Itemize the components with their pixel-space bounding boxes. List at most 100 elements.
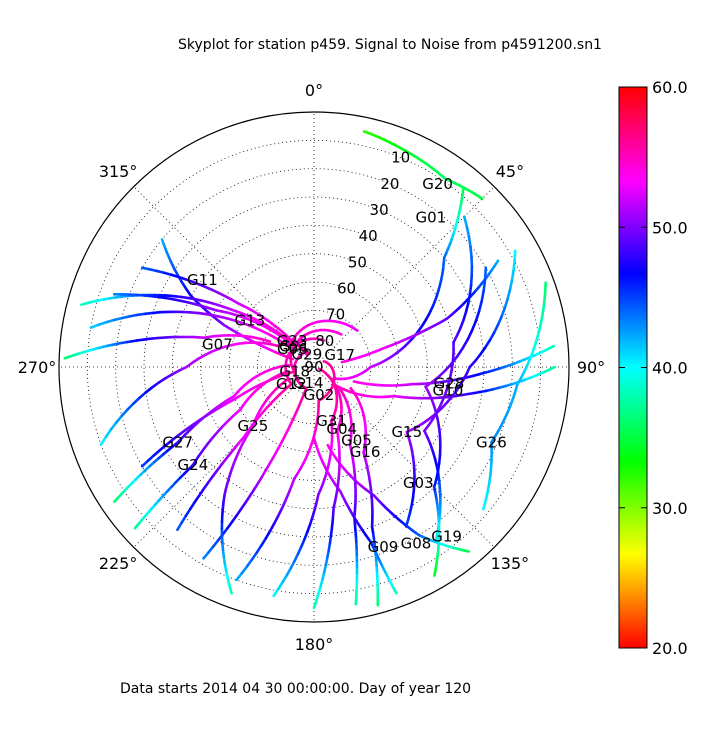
data-start-footer: Data starts 2014 04 30 00:00:00. Day of … — [120, 681, 472, 697]
track-segment — [240, 565, 249, 575]
elevation-tick-label: 10 — [391, 149, 410, 167]
track-segment — [222, 454, 230, 464]
satellite-tracks — [63, 130, 557, 610]
track-segment — [303, 530, 309, 541]
track-segment — [97, 320, 108, 327]
satellite-label: G28 — [434, 375, 465, 393]
track-segment — [350, 325, 359, 332]
track-segment — [126, 402, 135, 411]
satellite-label: G31 — [316, 412, 347, 430]
azimuth-tick-label: 315° — [99, 162, 138, 181]
track-segment — [464, 301, 470, 313]
track-G14 — [202, 350, 308, 560]
track-G26 — [481, 281, 547, 511]
track-segment — [483, 339, 492, 350]
track-G03 — [423, 215, 474, 543]
track-segment — [89, 323, 100, 329]
track-segment — [319, 338, 326, 342]
track-segment — [352, 380, 360, 384]
satellite-label: G19 — [431, 528, 462, 546]
track-segment — [296, 545, 303, 556]
track-segment — [450, 354, 459, 365]
track-segment — [189, 500, 197, 511]
track-segment — [433, 567, 438, 577]
track-segment — [212, 538, 220, 548]
azimuth-gridline — [313, 366, 495, 548]
track-segment — [283, 377, 290, 383]
track-segment — [542, 297, 546, 309]
track-segment — [474, 310, 481, 323]
track-segment — [276, 580, 285, 591]
track-segment — [264, 529, 272, 540]
elevation-tick-label: 70 — [326, 306, 345, 324]
track-segment — [198, 487, 206, 497]
track-segment — [207, 473, 215, 484]
track-segment — [226, 397, 237, 405]
track-segment — [212, 467, 220, 477]
track-segment — [541, 305, 546, 317]
track-segment — [432, 477, 438, 489]
track-segment — [286, 484, 293, 496]
satellite-label: G27 — [162, 434, 193, 452]
track-segment — [467, 235, 472, 249]
track-G24 — [133, 370, 288, 530]
track-G08 — [326, 443, 471, 553]
track-segment — [433, 457, 439, 468]
track-segment — [172, 432, 182, 441]
track-G31 — [272, 367, 339, 598]
azimuth-gridline — [133, 186, 315, 368]
track-segment — [466, 292, 472, 305]
elevation-tick-label: 20 — [380, 175, 399, 193]
polar-frame — [58, 111, 570, 623]
satellite-label: G15 — [391, 423, 422, 441]
track-segment — [289, 559, 296, 570]
track-segment — [227, 448, 235, 458]
track-segment — [469, 274, 474, 287]
track-segment — [508, 279, 514, 292]
azimuth-tick-label: 270° — [18, 358, 57, 377]
track-segment — [473, 353, 482, 363]
track-segment — [470, 320, 478, 333]
track-segment — [311, 508, 317, 519]
track-segment — [539, 313, 544, 324]
satellite-label: G02 — [304, 386, 335, 404]
track-segment — [431, 375, 441, 384]
colorbar-tick-label: 20.0 — [652, 639, 688, 658]
track-G21 — [113, 292, 343, 348]
satellite-label: G05 — [341, 432, 372, 450]
track-segment — [287, 351, 291, 357]
colorbar-tick-label: 30.0 — [652, 499, 688, 518]
track-segment — [147, 453, 156, 462]
track-segment — [496, 315, 503, 327]
track-segment — [468, 359, 477, 369]
track-segment — [301, 350, 307, 355]
satellite-label: G29 — [292, 346, 323, 364]
track-segment — [543, 289, 547, 301]
track-segment — [176, 521, 183, 532]
track-segment — [466, 329, 474, 342]
track-segment — [268, 522, 276, 533]
track-G16 — [349, 386, 380, 607]
track-segment — [306, 523, 312, 534]
track-G19 — [424, 266, 488, 577]
satellite-label: G10 — [433, 382, 464, 400]
track-segment — [255, 544, 263, 555]
track-segment — [180, 514, 188, 525]
track-segment — [165, 437, 175, 446]
track-segment — [506, 288, 512, 301]
colorbar-tick-label: 50.0 — [652, 218, 688, 237]
track-segment — [207, 544, 215, 554]
elevation-tick-label: 40 — [359, 227, 378, 245]
track-segment — [272, 515, 280, 526]
track-segment — [349, 386, 355, 394]
track-segment — [335, 331, 343, 336]
azimuth-tick-label: 135° — [491, 554, 530, 573]
track-segment — [452, 333, 459, 344]
elevation-gridline — [143, 196, 485, 538]
track-segment — [184, 507, 192, 518]
track-segment — [105, 318, 116, 324]
track-segment — [164, 372, 174, 380]
track-segment — [503, 297, 509, 310]
satellite-label: G18 — [279, 363, 310, 381]
track-segment — [153, 448, 162, 457]
